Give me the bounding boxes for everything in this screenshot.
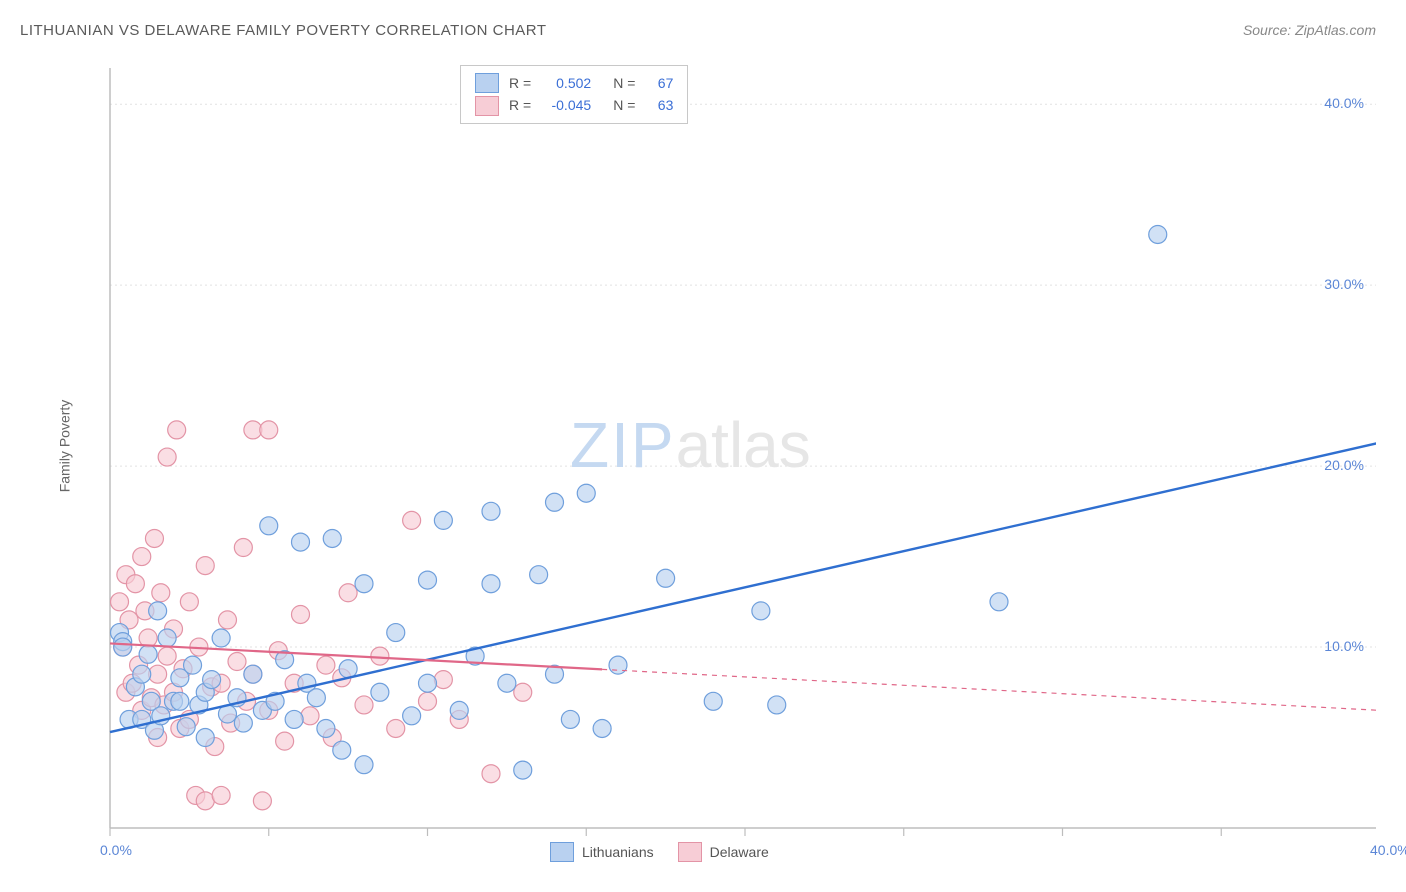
r-value: 0.502 [541,72,591,94]
y-tick-label: 40.0% [1324,95,1364,111]
legend-label: Delaware [710,844,769,860]
r-value: -0.045 [541,94,591,116]
n-label: N = [613,94,635,116]
legend-swatch [475,73,499,93]
y-tick-label: 10.0% [1324,638,1364,654]
x-tick-label: 40.0% [1370,842,1406,858]
n-label: N = [613,72,635,94]
legend-swatch [678,842,702,862]
legend-swatch [550,842,574,862]
legend-row: R = 0.502 N = 67 [475,72,673,94]
r-label: R = [509,72,531,94]
scatter-chart [50,60,1376,862]
n-value: 63 [645,94,673,116]
legend-label: Lithuanians [582,844,654,860]
legend-item: Lithuanians [550,842,654,862]
chart-title: LITHUANIAN VS DELAWARE FAMILY POVERTY CO… [20,22,547,39]
n-value: 67 [645,72,673,94]
y-tick-label: 30.0% [1324,276,1364,292]
correlation-legend: R = 0.502 N = 67 R = -0.045 N = 63 [460,65,688,124]
legend-swatch [475,96,499,116]
chart-container: ZIPatlas R =0.502N =67R =-0.045N =63 Lit… [50,60,1376,862]
y-tick-label: 20.0% [1324,457,1364,473]
source-attribution: Source: ZipAtlas.com [1243,22,1376,38]
x-tick-label: 0.0% [100,842,132,858]
series-legend: Lithuanians Delaware [550,842,769,862]
legend-row: R = -0.045 N = 63 [475,94,673,116]
r-label: R = [509,94,531,116]
legend-item: Delaware [678,842,769,862]
